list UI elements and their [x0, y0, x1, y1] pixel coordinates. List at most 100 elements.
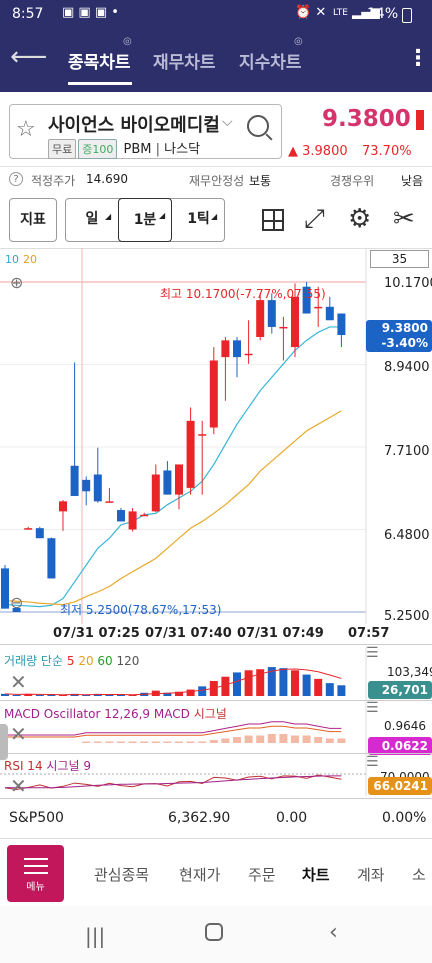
bottom-tab-chart[interactable]: 차트 — [302, 866, 330, 884]
candle — [35, 528, 44, 539]
volume-ma-line — [4, 668, 342, 696]
menu-lines-icon[interactable]: ☰ — [366, 700, 379, 716]
candle — [256, 300, 265, 337]
tab-index-chart[interactable]: ◎ 지수차트 — [239, 36, 303, 73]
badge-deposit: 증100 — [78, 139, 118, 159]
volume-bar — [117, 694, 125, 696]
bottom-tab-current-price[interactable]: 현재가 — [179, 866, 221, 884]
candle — [267, 300, 276, 327]
home-icon[interactable] — [205, 923, 223, 941]
macd-osc-bar — [337, 738, 346, 743]
gallery-icon: ▣ ▣ ▣ • — [62, 5, 119, 20]
more-menu-icon[interactable]: ⋮ — [407, 46, 429, 71]
current-price: 9.3800 — [322, 106, 411, 132]
price-change: ▲ 3.9800 — [288, 144, 348, 159]
indicator-button[interactable]: 지표 — [9, 198, 57, 242]
macd-osc-bar — [209, 740, 218, 743]
close-icon[interactable]: ✕ — [10, 722, 27, 746]
fair-price-label: 적정주가 — [31, 174, 76, 188]
candle — [291, 296, 299, 348]
macd-osc-bar — [267, 734, 276, 743]
status-bar: 8:57 ▣ ▣ ▣ • ⏰ ✕ LTE ▂▄▆ 14% — [0, 0, 432, 30]
bottom-tab-account[interactable]: 계좌 — [357, 866, 385, 884]
star-icon[interactable]: ☆ — [16, 117, 36, 142]
bottom-tab-more[interactable]: 소 — [412, 866, 426, 884]
volume-bar — [175, 691, 183, 696]
volume-chart[interactable] — [0, 646, 432, 700]
macd-osc-bar — [233, 737, 241, 743]
close-icon[interactable]: ✕ — [10, 670, 27, 694]
macd-chart[interactable] — [0, 701, 432, 753]
bottom-tab-watchlist[interactable]: 관심종목 — [94, 866, 150, 884]
candle — [24, 528, 33, 530]
badge-free: 무료 — [48, 139, 77, 159]
period-day-button[interactable]: 일 ◢ — [85, 211, 112, 227]
volume-bar — [163, 692, 172, 696]
volume-ma-pill: 26,701 — [368, 681, 432, 699]
signal-icon: ▂▄▆ — [352, 5, 380, 19]
low-annotation: 최저 5.2500(78.67%,17:53) — [60, 603, 222, 617]
volume-bar — [82, 694, 91, 696]
candle — [1, 568, 9, 609]
drawer-handle[interactable] — [0, 724, 8, 760]
price-tick: 5.2500 — [384, 609, 430, 624]
competitive-label: 경쟁우위 — [330, 174, 375, 188]
expand-icon[interactable]: ⤢ — [304, 204, 325, 234]
ma10-label: 10 — [5, 253, 19, 266]
volume-bar — [198, 686, 207, 696]
close-icon[interactable]: ✕ — [10, 774, 27, 798]
macd-osc-bar — [256, 735, 265, 743]
volume-bar — [24, 693, 33, 696]
ma20-label: 20 — [23, 253, 37, 266]
zoom-out-icon[interactable]: ⊖ — [10, 593, 24, 612]
stock-search-box[interactable]: ☆ 사이언스 바이오메디컬 ⌵ 무료 증100 PBM | 나스닥 — [9, 104, 282, 159]
rsi-chart[interactable] — [0, 754, 432, 796]
stock-name: 사이언스 바이오메디컬 — [48, 115, 220, 136]
bottom-tab-order[interactable]: 주문 — [248, 866, 276, 884]
macd-osc-bar — [140, 741, 149, 743]
price-chart[interactable] — [0, 248, 432, 624]
macd-osc-bar — [314, 737, 323, 743]
volume-bar — [233, 672, 241, 696]
volume-bar — [337, 685, 346, 696]
period-1tick-button[interactable]: 1틱 ◢ — [187, 211, 218, 227]
candle — [233, 340, 241, 358]
search-icon[interactable] — [247, 115, 269, 137]
candle-count-box[interactable]: 35 — [370, 250, 429, 268]
volume-bar — [47, 694, 56, 696]
alarm-icon: ⏰ ✕ — [295, 5, 327, 20]
current-price-pill: 9.3800 -3.40% — [366, 320, 432, 352]
time-tick: 07/31 07:49 — [237, 626, 324, 641]
settings-gear-icon[interactable]: ⚙ — [348, 204, 372, 234]
candle — [314, 306, 323, 309]
candle — [140, 514, 149, 517]
volume-bar — [302, 674, 311, 696]
battery-icon — [402, 8, 412, 23]
network-label: LTE — [333, 8, 348, 18]
macd-osc-bar — [128, 741, 137, 743]
back-arrow-icon[interactable]: ⟵ — [10, 42, 48, 72]
system-nav-bar: ||| ‹ — [0, 906, 432, 963]
help-icon[interactable]: ? — [9, 172, 23, 186]
chevron-down-icon[interactable]: ⌵ — [222, 114, 233, 130]
volume-bar — [35, 694, 44, 696]
menu-lines-icon[interactable]: ☰ — [366, 754, 379, 770]
tools-icon[interactable]: ✂ — [393, 204, 415, 234]
macd-osc-bar — [198, 741, 207, 743]
rsi-signal-line — [4, 775, 342, 789]
ma10-line — [4, 326, 342, 608]
back-icon[interactable]: ‹ — [329, 920, 338, 945]
volume-bar — [105, 694, 114, 696]
tab-financial-chart[interactable]: 재무차트 — [153, 53, 216, 73]
period-1min-button[interactable]: 1분 ◢ — [118, 198, 172, 242]
volume-bar — [1, 693, 9, 696]
menu-button[interactable]: 메뉴 — [7, 845, 64, 902]
recent-apps-icon[interactable]: ||| — [85, 924, 106, 948]
menu-lines-icon[interactable]: ☰ — [366, 645, 379, 661]
layout-grid-icon[interactable] — [262, 209, 284, 231]
index-change: 0.00 — [276, 810, 308, 826]
zoom-in-icon[interactable]: ⊕ — [10, 273, 24, 292]
candle — [82, 479, 91, 492]
tab-stock-chart[interactable]: ◎ 종목차트 — [68, 36, 132, 85]
macd-osc-bar — [291, 735, 299, 743]
